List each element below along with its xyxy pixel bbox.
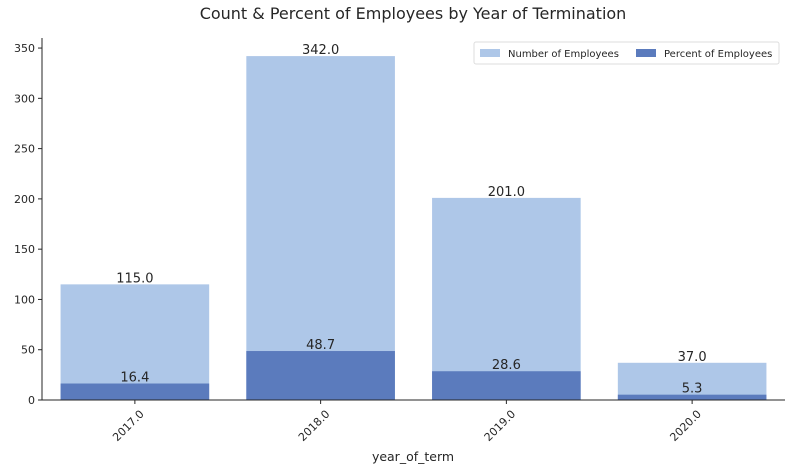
- number-bars: [60, 56, 767, 400]
- percent-data-labels: 16.4 48.7 28.6 5.3: [120, 338, 702, 397]
- percent-bar-0: [60, 383, 210, 400]
- percent-bars: [60, 351, 767, 400]
- y-tick-label-2: 100: [14, 293, 35, 306]
- number-bar-2: [432, 197, 581, 400]
- chart-title: Count & Percent of Employees by Year of …: [200, 4, 627, 23]
- number-data-label-1: 342.0: [302, 43, 339, 58]
- percent-data-label-2: 28.6: [492, 358, 521, 373]
- y-tick-label-5: 250: [14, 143, 35, 156]
- legend: Number of Employees Percent of Employees: [473, 41, 780, 65]
- x-tick-label-3: 2020.0: [667, 408, 703, 444]
- legend-label-0: Number of Employees: [508, 49, 619, 60]
- number-data-label-3: 37.0: [678, 350, 707, 365]
- number-bar-3: [617, 362, 767, 400]
- percent-data-label-0: 16.4: [120, 371, 149, 386]
- number-bar-0: [60, 284, 210, 400]
- legend-box: [473, 41, 780, 65]
- y-tick-label-1: 50: [21, 344, 35, 357]
- percent-bar-2: [432, 371, 581, 400]
- number-data-label-0: 115.0: [116, 271, 153, 286]
- x-tick-label-0: 2017.0: [110, 408, 146, 444]
- y-tick-label-4: 200: [14, 193, 35, 206]
- x-tick-label-1: 2018.0: [296, 408, 332, 444]
- percent-data-label-1: 48.7: [306, 338, 335, 353]
- x-axis-label: year_of_term: [372, 449, 454, 464]
- y-tick-label-3: 150: [14, 243, 35, 256]
- x-axis: 2017.0 2018.0 2019.0 2020.0: [42, 399, 785, 444]
- legend-swatch-0: [480, 49, 500, 57]
- y-axis: 0 50 100 150 200 250 300 350: [14, 38, 43, 407]
- number-bar-1: [246, 56, 395, 400]
- percent-data-label-3: 5.3: [682, 382, 703, 397]
- number-data-label-2: 201.0: [488, 185, 525, 200]
- percent-bar-3: [617, 394, 767, 400]
- percent-bar-1: [246, 351, 395, 400]
- legend-swatch-1: [636, 49, 656, 57]
- x-tick-label-2: 2019.0: [482, 408, 518, 444]
- y-tick-label-7: 350: [14, 42, 35, 55]
- legend-label-1: Percent of Employees: [664, 49, 772, 60]
- y-tick-label-6: 300: [14, 92, 35, 105]
- y-tick-label-0: 0: [28, 394, 35, 407]
- number-data-labels: 115.0 342.0 201.0 37.0: [116, 43, 706, 365]
